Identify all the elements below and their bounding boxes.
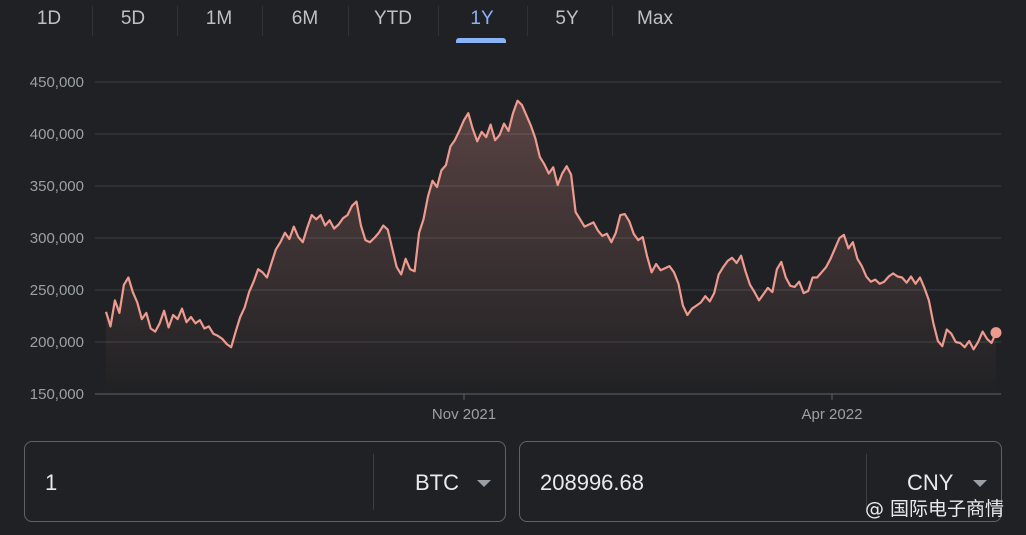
tab-1d[interactable]: 1D <box>36 8 62 29</box>
from-currency-select[interactable]: BTC <box>415 470 459 495</box>
to-currency-select[interactable]: CNY <box>907 470 954 495</box>
current-price-dot <box>990 327 1002 339</box>
y-tick-label: 200,000 <box>30 334 84 351</box>
tab-divider <box>177 6 178 36</box>
chevron-down-icon[interactable] <box>477 480 491 487</box>
x-axis: Nov 2021 Apr 2022 <box>432 394 863 423</box>
x-tick-label: Apr 2022 <box>802 406 863 423</box>
y-tick-label: 350,000 <box>30 178 84 195</box>
tab-divider <box>262 6 263 36</box>
price-area-fill <box>106 100 996 394</box>
tab-1y[interactable]: 1Y <box>470 8 494 29</box>
active-tab-indicator <box>456 38 506 43</box>
tab-divider <box>438 6 439 36</box>
tab-ytd[interactable]: YTD <box>374 8 412 29</box>
tab-max[interactable]: Max <box>637 8 673 29</box>
tab-6m[interactable]: 6M <box>291 8 319 29</box>
y-tick-label: 450,000 <box>30 74 84 91</box>
tab-5y[interactable]: 5Y <box>555 8 579 29</box>
y-tick-label: 400,000 <box>30 126 84 143</box>
y-tick-label: 300,000 <box>30 230 84 247</box>
price-chart[interactable]: 450,000 400,000 350,000 300,000 250,000 200,0… <box>0 60 1026 430</box>
tab-divider <box>612 6 613 36</box>
to-currency-box: 208996.68 CNY <box>519 441 1002 522</box>
tab-divider <box>527 6 528 36</box>
field-divider <box>373 454 374 510</box>
from-currency-box: 1 BTC <box>24 441 506 522</box>
from-amount-input[interactable]: 1 <box>45 470 58 495</box>
field-divider <box>866 454 867 510</box>
chevron-down-icon[interactable] <box>973 480 987 487</box>
watermark: @ 国际电子商情 <box>865 498 1005 520</box>
y-tick-label: 150,000 <box>30 386 84 403</box>
price-line <box>104 99 998 351</box>
tab-divider <box>92 6 93 36</box>
range-tabs: 1D 5D 1M 6M YTD 1Y 5Y Max <box>0 0 700 43</box>
tab-5d[interactable]: 5D <box>120 8 146 29</box>
y-tick-label: 250,000 <box>30 282 84 299</box>
x-tick-label: Nov 2021 <box>432 406 496 423</box>
tab-1m[interactable]: 1M <box>205 8 233 29</box>
tab-divider <box>348 6 349 36</box>
to-amount-input[interactable]: 208996.68 <box>540 470 644 495</box>
y-axis: 450,000 400,000 350,000 300,000 250,000 200,0… <box>30 74 84 403</box>
